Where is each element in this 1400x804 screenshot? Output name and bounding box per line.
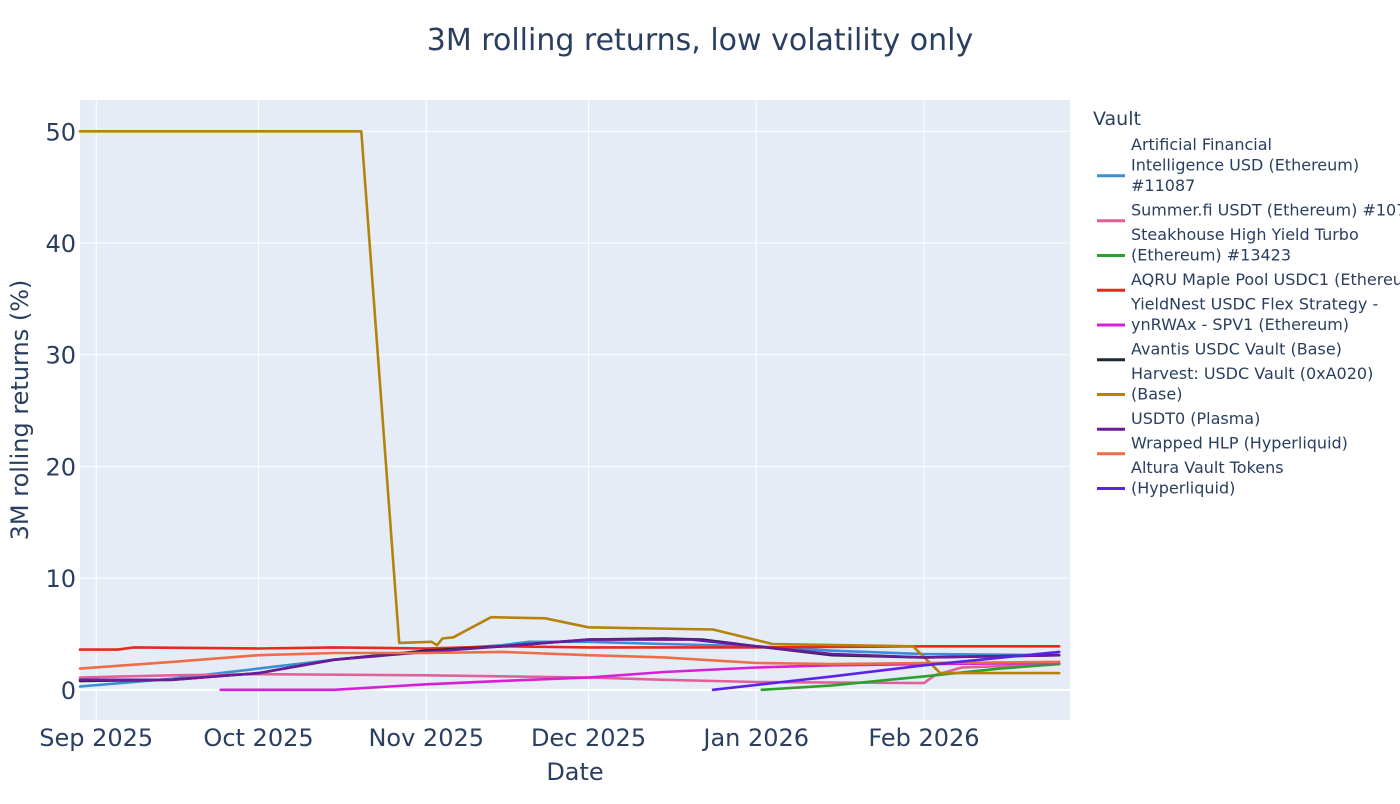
legend-title: Vault — [1093, 108, 1141, 130]
legend-item-label[interactable]: AQRU Maple Pool USDC1 (Ethereum) — [1131, 270, 1400, 289]
x-tick-label: Feb 2026 — [868, 724, 979, 752]
chart-title: 3M rolling returns, low volatility only — [427, 23, 973, 58]
legend-item-label[interactable]: Harvest: USDC Vault (0xA020) (Base) — [1131, 364, 1373, 404]
series-line — [78, 130, 1061, 675]
legend-item-label[interactable]: Summer.fi USDT (Ethereum) #10703 — [1131, 201, 1400, 220]
axes: 0 10 20 30 40 50 Sep 2025 Oct 2025 Nov 2025 Dec 2… — [39, 118, 979, 752]
y-tick-label: 40 — [45, 230, 76, 258]
legend-item-label[interactable]: Wrapped HLP (Hyperliquid) — [1131, 434, 1348, 453]
y-axis-label: 3M rolling returns (%) — [6, 280, 34, 541]
y-tick-label: 30 — [45, 342, 76, 370]
series-line — [78, 650, 1061, 670]
series-line — [760, 662, 1061, 692]
y-tick-label: 50 — [45, 118, 76, 146]
x-tick-label: Jan 2026 — [701, 724, 809, 752]
series-lines — [78, 130, 1061, 692]
series-line — [78, 644, 1061, 651]
series-line — [78, 638, 1061, 682]
x-tick-label: Nov 2025 — [368, 724, 484, 752]
x-tick-label: Sep 2025 — [39, 724, 153, 752]
y-tick-label: 0 — [61, 677, 76, 705]
legend: Vault Artificial Financial Intelligence U… — [1093, 108, 1400, 498]
x-axis-label: Date — [546, 758, 603, 786]
plot-area — [80, 100, 1070, 720]
y-tick-label: 10 — [45, 565, 76, 593]
legend-item-label[interactable]: Artificial Financial Intelligence USD (Et… — [1131, 135, 1359, 195]
series-line — [78, 640, 1061, 688]
x-tick-label: Oct 2025 — [203, 724, 313, 752]
legend-item-label[interactable]: Avantis USDC Vault (Base) — [1131, 340, 1342, 359]
series-line — [711, 650, 1061, 692]
y-tick-label: 20 — [45, 453, 76, 481]
legend-item-label[interactable]: YieldNest USDC Flex Strategy -ynRWAx - S… — [1130, 295, 1378, 335]
legend-item-label[interactable]: USDT0 (Plasma) — [1131, 409, 1260, 428]
legend-item-label[interactable]: Altura Vault Tokens (Hyperliquid) — [1131, 458, 1284, 498]
legend-item-label[interactable]: Steakhouse High Yield Turbo (Ethereum) #1… — [1131, 225, 1359, 265]
x-tick-label: Dec 2025 — [531, 724, 646, 752]
